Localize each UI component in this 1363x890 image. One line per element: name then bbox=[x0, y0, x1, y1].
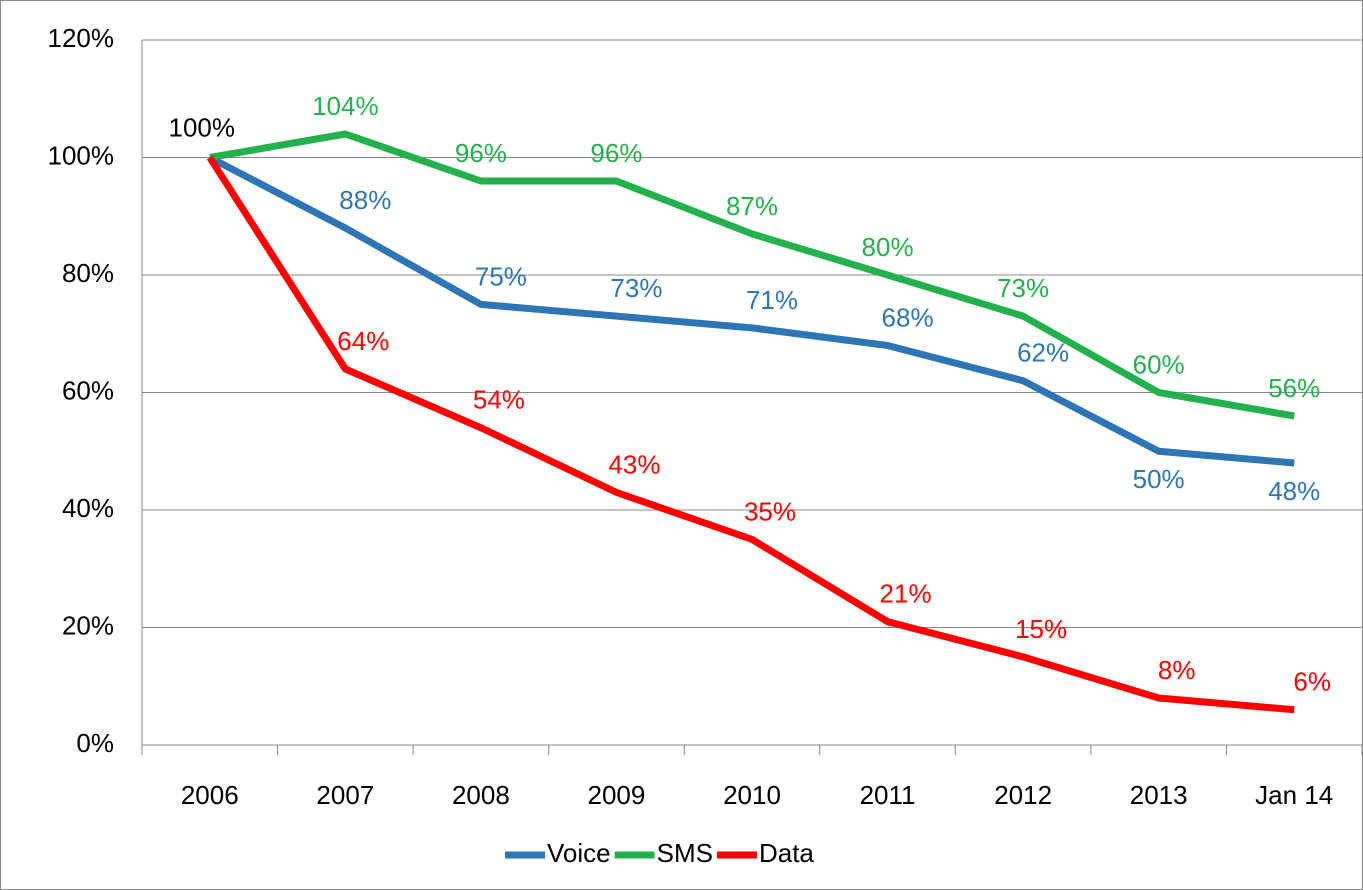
x-tick-label: 2009 bbox=[588, 780, 646, 810]
data-label: 60% bbox=[1133, 349, 1185, 379]
data-label: 96% bbox=[455, 138, 507, 168]
data-label: 73% bbox=[997, 273, 1049, 303]
x-tick-label: 2013 bbox=[1130, 780, 1188, 810]
line-series bbox=[209, 130, 1295, 420]
data-label: 88% bbox=[339, 185, 391, 215]
line-series bbox=[208, 154, 1295, 467]
data-label: 6% bbox=[1293, 667, 1331, 697]
legend-label: SMS bbox=[657, 838, 713, 868]
x-tick-label: 2011 bbox=[860, 780, 916, 810]
data-label: 50% bbox=[1133, 464, 1185, 494]
x-tick-label: 2010 bbox=[723, 780, 781, 810]
data-label: 68% bbox=[882, 302, 934, 332]
x-tick-label: Jan 14 bbox=[1255, 780, 1333, 810]
data-label: 62% bbox=[1017, 338, 1069, 368]
y-tick-label: 20% bbox=[62, 610, 114, 640]
data-label: 73% bbox=[610, 273, 662, 303]
data-label: 48% bbox=[1268, 476, 1320, 506]
data-label: 80% bbox=[862, 232, 914, 262]
data-label: 71% bbox=[746, 285, 798, 315]
data-label: 104% bbox=[312, 91, 379, 121]
x-tick-label: 2006 bbox=[181, 780, 239, 810]
data-label: 87% bbox=[726, 191, 778, 221]
data-label: 35% bbox=[744, 496, 796, 526]
y-tick-label: 60% bbox=[62, 375, 114, 405]
legend-label: Voice bbox=[547, 838, 611, 868]
data-label: 64% bbox=[337, 326, 389, 356]
y-tick-label: 100% bbox=[48, 140, 115, 170]
x-tick-label: 2007 bbox=[316, 780, 374, 810]
y-tick-label: 40% bbox=[62, 493, 114, 523]
legend-label: Data bbox=[759, 838, 814, 868]
y-tick-label: 0% bbox=[76, 728, 114, 758]
y-tick-label: 80% bbox=[62, 258, 114, 288]
data-label: 56% bbox=[1268, 373, 1320, 403]
data-label: 21% bbox=[880, 579, 932, 609]
data-label: 100% bbox=[169, 112, 236, 142]
data-label: 75% bbox=[475, 261, 527, 291]
x-tick-label: 2008 bbox=[452, 780, 510, 810]
data-label: 54% bbox=[473, 385, 525, 415]
line-series bbox=[206, 155, 1295, 714]
data-label: 43% bbox=[608, 449, 660, 479]
x-tick-label: 2012 bbox=[994, 780, 1052, 810]
y-tick-label: 120% bbox=[48, 23, 115, 53]
data-label: 8% bbox=[1158, 655, 1196, 685]
data-label: 15% bbox=[1015, 614, 1067, 644]
data-label: 96% bbox=[590, 138, 642, 168]
